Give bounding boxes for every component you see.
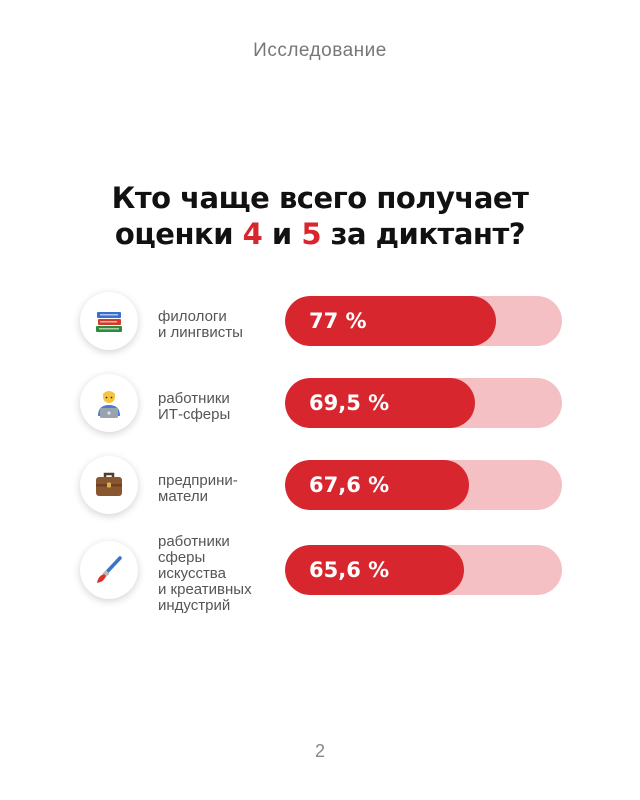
bar: 65,6 %	[285, 545, 464, 595]
bar-track: 67,6 %	[285, 460, 562, 510]
bar: 69,5 %	[285, 378, 475, 428]
bar: 77 %	[285, 296, 496, 346]
books-icon	[80, 292, 138, 350]
data-label: 67,6 %	[309, 473, 390, 497]
data-label: 77 %	[309, 309, 367, 333]
briefcase-icon	[80, 456, 138, 514]
category-label: работники сферы искусства и креативных и…	[158, 533, 252, 614]
paintbrush-icon	[80, 541, 138, 599]
grade-five: 5	[301, 217, 322, 251]
grade-four: 4	[242, 217, 263, 251]
page-number: 2	[314, 741, 325, 761]
category-label: филологи и лингвисты	[158, 308, 243, 341]
title-line-1: Кто чаще всего получает	[111, 181, 529, 215]
bar-track: 65,6 %	[285, 545, 562, 595]
it-worker-icon	[80, 374, 138, 432]
category-label: предприни- матели	[158, 472, 238, 505]
bar-track: 77 %	[285, 296, 562, 346]
title-line-2: оценки 4 и 5 за диктант?	[0, 216, 640, 252]
bar: 67,6 %	[285, 460, 469, 510]
section-label: Исследование	[253, 40, 387, 61]
category-label: работники ИТ-сферы	[158, 390, 231, 423]
data-label: 69,5 %	[309, 391, 390, 415]
bar-track: 69,5 %	[285, 378, 562, 428]
chart-title: Кто чаще всего получает оценки 4 и 5 за …	[0, 180, 640, 252]
title-text-c: за диктант?	[321, 217, 526, 251]
title-text-a: оценки	[114, 217, 243, 251]
title-text-b: и	[262, 217, 302, 251]
data-label: 65,6 %	[309, 558, 390, 582]
